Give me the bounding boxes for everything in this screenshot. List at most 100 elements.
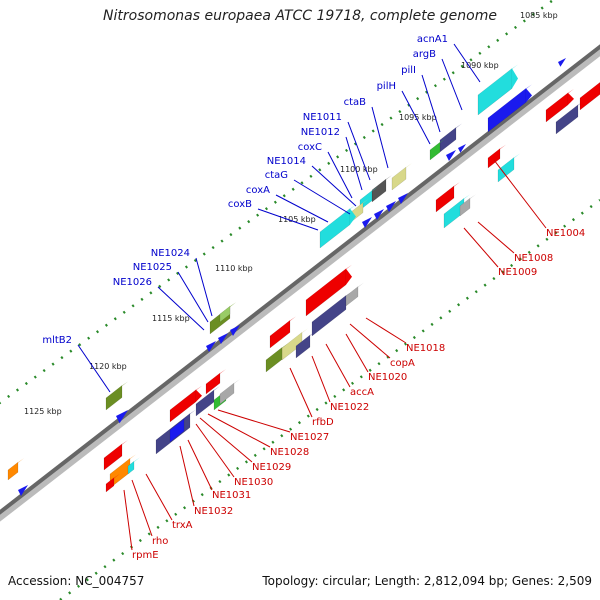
gene-label-copa[interactable]: copA xyxy=(390,358,415,369)
gene-label-rfbd[interactable]: rfbD xyxy=(312,417,334,428)
leader-pilh xyxy=(401,90,431,145)
gene-label-ne1014[interactable]: NE1014 xyxy=(267,156,306,167)
gene-block-ne1027 xyxy=(169,385,202,423)
gene-label-ne1025[interactable]: NE1025 xyxy=(133,262,172,273)
gene-label-ne1031[interactable]: NE1031 xyxy=(212,490,251,501)
gene-block-acca xyxy=(269,316,296,349)
gene-label-rpme[interactable]: rpmE xyxy=(132,550,159,561)
gene-label-coxb[interactable]: coxB xyxy=(228,199,252,210)
gene-label-pilh[interactable]: pilH xyxy=(377,81,396,92)
gene-label-acna1[interactable]: acnA1 xyxy=(417,34,448,45)
gene-arrow-ne1011 xyxy=(458,144,466,153)
leader-rfbd xyxy=(289,367,313,418)
gene-label-ne1012[interactable]: NE1012 xyxy=(301,127,340,138)
gene-block-red-top-1 xyxy=(545,88,574,123)
gene-arrow-coxB xyxy=(362,217,372,228)
gene-label-coxa[interactable]: coxA xyxy=(246,185,270,196)
gene-label-ne1011[interactable]: NE1011 xyxy=(303,112,342,123)
leader-coxb xyxy=(257,208,319,231)
gene-arrow-mltB2 xyxy=(116,410,128,424)
gene-block-ne1030 xyxy=(219,379,240,405)
leader-ne1027 xyxy=(217,409,291,433)
gene-label-ne1029[interactable]: NE1029 xyxy=(252,462,291,473)
leader-ne1009 xyxy=(463,227,499,268)
gene-block-navy-top-1 xyxy=(555,100,584,135)
kbp-label-1095: 1095 kbp xyxy=(399,113,437,122)
gene-label-coxc[interactable]: coxC xyxy=(298,142,322,153)
gene-block-argB xyxy=(487,84,532,133)
gene-label-mltb2[interactable]: mltB2 xyxy=(42,335,72,346)
leader-ne1032 xyxy=(179,445,195,507)
leader-ne1004 xyxy=(493,159,547,229)
kbp-label-1085: 1085 kbp xyxy=(520,11,558,20)
gene-label-ne1032[interactable]: NE1032 xyxy=(194,506,233,517)
leader-ne1026 xyxy=(157,286,205,331)
leader-ne1031 xyxy=(187,439,213,491)
gene-label-ne1024[interactable]: NE1024 xyxy=(151,248,190,259)
gene-label-ne1022[interactable]: NE1022 xyxy=(330,402,369,413)
leader-ne1011 xyxy=(347,121,371,181)
kbp-label-1090: 1090 kbp xyxy=(461,61,499,70)
gene-block-red-top-2 xyxy=(579,82,600,111)
gene-block-rpme xyxy=(127,457,140,475)
leader-ctag xyxy=(293,179,351,215)
genome-backbone xyxy=(0,44,600,515)
kbp-label-1120: 1120 kbp xyxy=(89,362,127,371)
gene-label-ne1027[interactable]: NE1027 xyxy=(290,432,329,443)
gene-arrow-ne1026 xyxy=(206,341,216,352)
gene-block-ne1028b xyxy=(205,369,226,395)
leader-ctab xyxy=(371,106,389,169)
leader-coxc xyxy=(327,151,353,199)
map-title: Nitrosomonas europaea ATCC 19718, comple… xyxy=(103,8,497,24)
gene-block-rpme-b xyxy=(105,473,120,493)
gene-label-trxa[interactable]: trxA xyxy=(172,520,193,531)
gene-block-ne1008 xyxy=(435,181,460,213)
kbp-label-1110: 1110 kbp xyxy=(215,264,253,273)
leader-ne1030 xyxy=(195,423,235,478)
gene-label-ne1018[interactable]: NE1018 xyxy=(406,343,445,354)
gene-arrow-coxB-4 xyxy=(398,193,408,204)
gene-block-coxC xyxy=(371,175,392,203)
gene-label-ne1030[interactable]: NE1030 xyxy=(234,477,273,488)
gene-arrow-ne1026-2 xyxy=(218,333,228,344)
gene-label-acca[interactable]: accA xyxy=(350,387,374,398)
gene-block-rfbd xyxy=(265,343,288,373)
leader-ne1028 xyxy=(207,413,271,448)
gene-block-ne1025 xyxy=(219,302,236,323)
leader-pili xyxy=(421,74,441,133)
gene-block-ne1004 xyxy=(487,144,506,169)
gene-label-ne1008[interactable]: NE1008 xyxy=(514,253,553,264)
leader-ne1008 xyxy=(477,221,515,254)
gene-arrow-left xyxy=(18,485,28,496)
gene-label-ne1004[interactable]: NE1004 xyxy=(546,228,585,239)
gene-label-ctag[interactable]: ctaG xyxy=(265,170,288,181)
gene-label-ne1020[interactable]: NE1020 xyxy=(368,372,407,383)
gene-arrow-coxB-3 xyxy=(386,201,396,212)
gene-arrow-ne1026-3 xyxy=(230,325,240,336)
gene-block-acnA1 xyxy=(477,64,518,116)
gene-block-ne1032 xyxy=(169,415,190,443)
leader-ne1012 xyxy=(345,136,363,191)
leader-acna1 xyxy=(453,43,481,83)
genome-backbone-shadow xyxy=(0,47,600,522)
gene-label-rho[interactable]: rho xyxy=(152,536,168,547)
outer-tick-track xyxy=(0,0,556,405)
gene-label-ne1026[interactable]: NE1026 xyxy=(113,277,152,288)
gene-label-ctab[interactable]: ctaB xyxy=(344,97,367,108)
gene-arrow-coxB-2 xyxy=(374,209,384,220)
gene-arrow-ctaB xyxy=(446,150,456,161)
gene-block-left-orange xyxy=(7,458,24,481)
gene-block-pilH xyxy=(429,138,446,161)
leader-ne1029 xyxy=(199,417,253,463)
gene-label-pili[interactable]: pilI xyxy=(401,65,416,76)
gene-label-ne1009[interactable]: NE1009 xyxy=(498,267,537,278)
gene-block-ne1012 xyxy=(391,163,412,191)
leader-mltb2 xyxy=(77,344,111,393)
gene-label-argb[interactable]: argB xyxy=(413,49,436,60)
genome-stats-text: Topology: circular; Length: 2,812,094 bp… xyxy=(262,574,592,588)
gene-label-ne1028[interactable]: NE1028 xyxy=(270,447,309,458)
leader-copa xyxy=(349,323,391,359)
gene-block-mltB2 xyxy=(105,381,128,411)
